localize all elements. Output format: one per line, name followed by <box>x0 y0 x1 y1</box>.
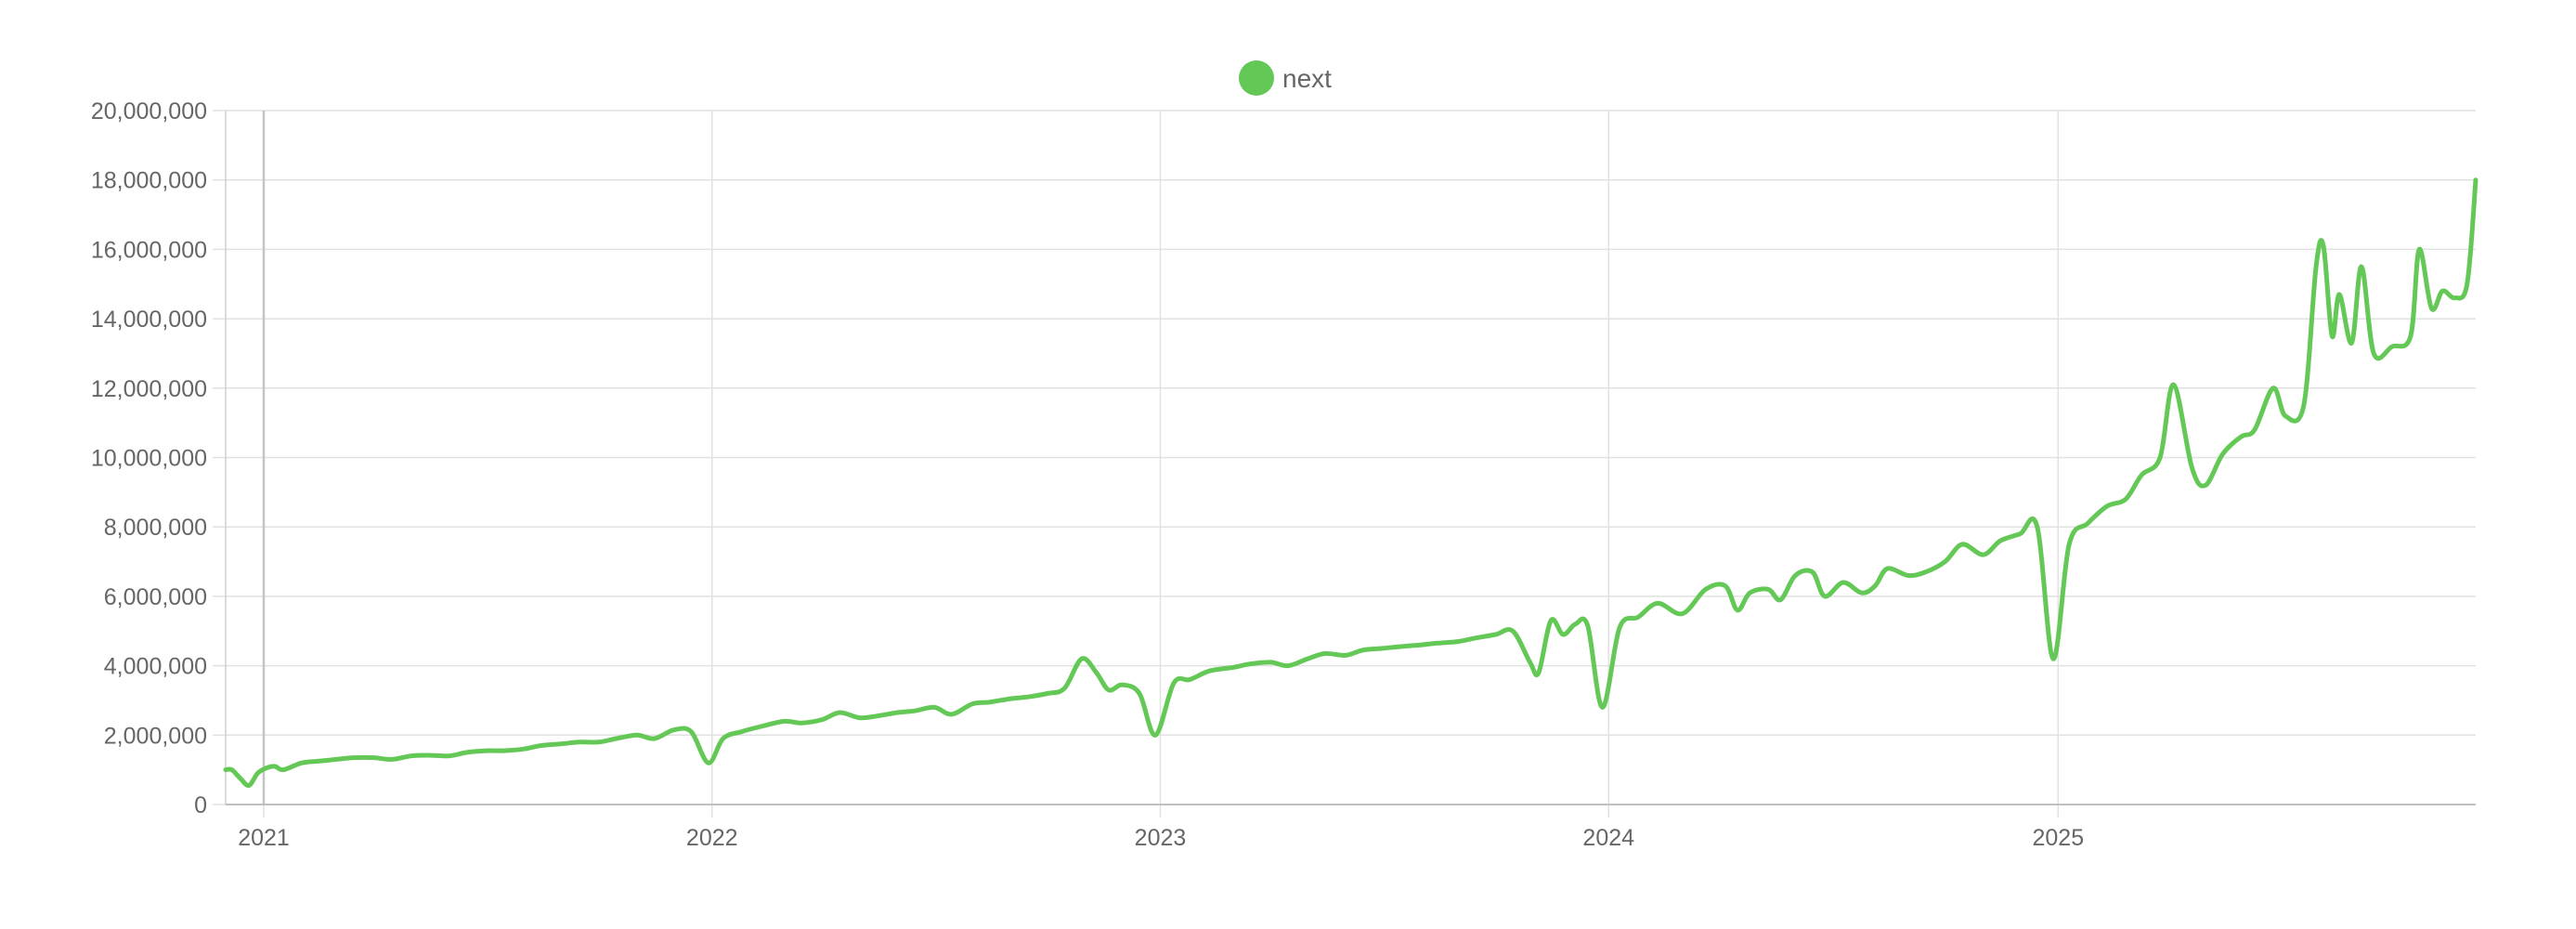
legend-label-next[interactable]: next <box>1282 64 1332 93</box>
x-tick-label: 2025 <box>2033 825 2085 851</box>
legend-swatch-next[interactable] <box>1239 60 1274 96</box>
y-tick-label: 16,000,000 <box>91 237 207 263</box>
y-tick-label: 2,000,000 <box>104 723 207 749</box>
y-tick-label: 14,000,000 <box>91 307 207 333</box>
x-tick-label: 2023 <box>1135 825 1187 851</box>
series-line-next <box>223 177 2478 789</box>
x-axis-tick-labels: 2021 2022 2023 2024 2025 <box>238 825 2084 851</box>
y-tick-label: 6,000,000 <box>104 584 207 610</box>
x-tick-label: 2024 <box>1582 825 1634 851</box>
axes <box>225 111 2476 805</box>
y-axis-tick-labels: 0 2,000,000 4,000,000 6,000,000 8,000,000 10,… <box>91 98 207 818</box>
y-tick-label: 18,000,000 <box>91 168 207 194</box>
series-layer <box>223 177 2478 789</box>
x-tick-label: 2022 <box>686 825 738 851</box>
x-tick-label: 2021 <box>238 825 290 851</box>
y-tick-label: 4,000,000 <box>104 654 207 680</box>
y-tick-label: 0 <box>194 792 207 818</box>
y-tick-label: 8,000,000 <box>104 515 207 541</box>
gridlines <box>213 110 2476 818</box>
y-tick-label: 20,000,000 <box>91 98 207 124</box>
y-tick-label: 12,000,000 <box>91 376 207 402</box>
y-tick-label: 10,000,000 <box>91 446 207 472</box>
legend[interactable]: next <box>1239 60 1332 96</box>
